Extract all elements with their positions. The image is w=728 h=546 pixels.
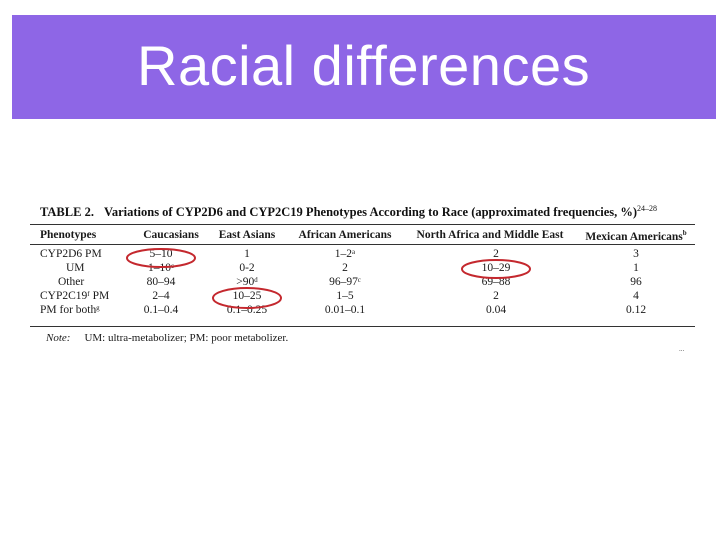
header-north-africa: North Africa and Middle East bbox=[417, 229, 564, 241]
table-cell: 10–29 bbox=[481, 262, 511, 274]
highlight-circle-north-africa-um bbox=[461, 259, 531, 279]
table-cell: 1–5 bbox=[336, 290, 354, 302]
header-phenotypes: Phenotypes bbox=[40, 229, 96, 241]
table-rule-bottom bbox=[30, 326, 695, 327]
phenotype-table: TABLE 2. Variations of CYP2D6 and CYP2C19… bbox=[30, 200, 695, 353]
note-label: Note: bbox=[46, 332, 71, 344]
table-cell: 1–2ᵃ bbox=[334, 248, 356, 260]
table-cell: 2 bbox=[493, 290, 499, 302]
table-cell: 2 bbox=[342, 262, 348, 274]
table-cell: 0.12 bbox=[625, 304, 647, 316]
row-label: Other bbox=[58, 276, 85, 288]
table-rule-header bbox=[30, 244, 695, 245]
table-cell: 2 bbox=[493, 248, 499, 260]
table-note: Note: UM: ultra-metabolizer; PM: poor met… bbox=[46, 332, 288, 344]
table-cell: 96 bbox=[630, 276, 642, 288]
table-cell: 0.1–0.4 bbox=[143, 304, 179, 316]
table-cell: 96–97ᶜ bbox=[329, 276, 361, 288]
row-label: CYP2D6 PM bbox=[40, 248, 102, 260]
header-text: East Asians bbox=[218, 229, 276, 241]
header-text: African Americans bbox=[298, 229, 392, 241]
row-label: CYP2C19ᶠ PM bbox=[40, 290, 110, 302]
table-cell: 2–4 bbox=[152, 290, 170, 302]
table-cell: 0.04 bbox=[485, 304, 507, 316]
table-label: TABLE 2. bbox=[40, 205, 94, 220]
header-text: Mexican Americans bbox=[585, 230, 683, 243]
table-cell: 0-2 bbox=[239, 262, 255, 274]
table-cell: 1 bbox=[633, 262, 639, 274]
note-text: UM: ultra-metabolizer; PM: poor metaboli… bbox=[84, 332, 289, 344]
header-african-americans: African Americans bbox=[299, 229, 392, 241]
table-cell: 10–25 bbox=[232, 290, 262, 302]
header-text: North Africa and Middle East bbox=[416, 229, 564, 241]
header-east-asians: East Asians bbox=[219, 229, 276, 241]
row-label: PM for bothᵍ bbox=[40, 304, 100, 316]
page-mark: ... bbox=[679, 345, 685, 353]
slide-title: Racial differences bbox=[137, 34, 591, 97]
highlight-circle-east-asians-cyp2c19 bbox=[212, 287, 282, 309]
header-caucasians: Caucasians bbox=[143, 229, 199, 241]
header-text: Phenotypes bbox=[40, 229, 97, 241]
table-cell: 69–88 bbox=[481, 276, 511, 288]
table-cell: 4 bbox=[633, 290, 639, 302]
highlight-circle-caucasians-pm bbox=[126, 248, 196, 268]
highlight-circles bbox=[126, 248, 531, 309]
header-mexican-americans: Mexican Americansb bbox=[585, 229, 686, 243]
table-caption: TABLE 2. Variations of CYP2D6 and CYP2C19… bbox=[40, 204, 657, 220]
table-title: Variations of CYP2D6 and CYP2C19 Phenoty… bbox=[103, 205, 638, 220]
table-cell: 1 bbox=[244, 248, 250, 260]
row-label: UM bbox=[66, 262, 85, 274]
header-sup: b bbox=[682, 229, 687, 237]
table-cell: 0.01–0.1 bbox=[324, 304, 366, 316]
table-rule-top bbox=[30, 224, 695, 225]
table-cell: 3 bbox=[633, 248, 639, 260]
table-title-sup: 24–28 bbox=[637, 204, 658, 213]
table-cell: >90ᵈ bbox=[236, 276, 258, 288]
header-text: Caucasians bbox=[143, 229, 199, 241]
table-cell: 5–10 bbox=[149, 248, 173, 260]
title-bar: Racial differences bbox=[12, 15, 716, 119]
table-cell: 80–94 bbox=[146, 276, 176, 288]
